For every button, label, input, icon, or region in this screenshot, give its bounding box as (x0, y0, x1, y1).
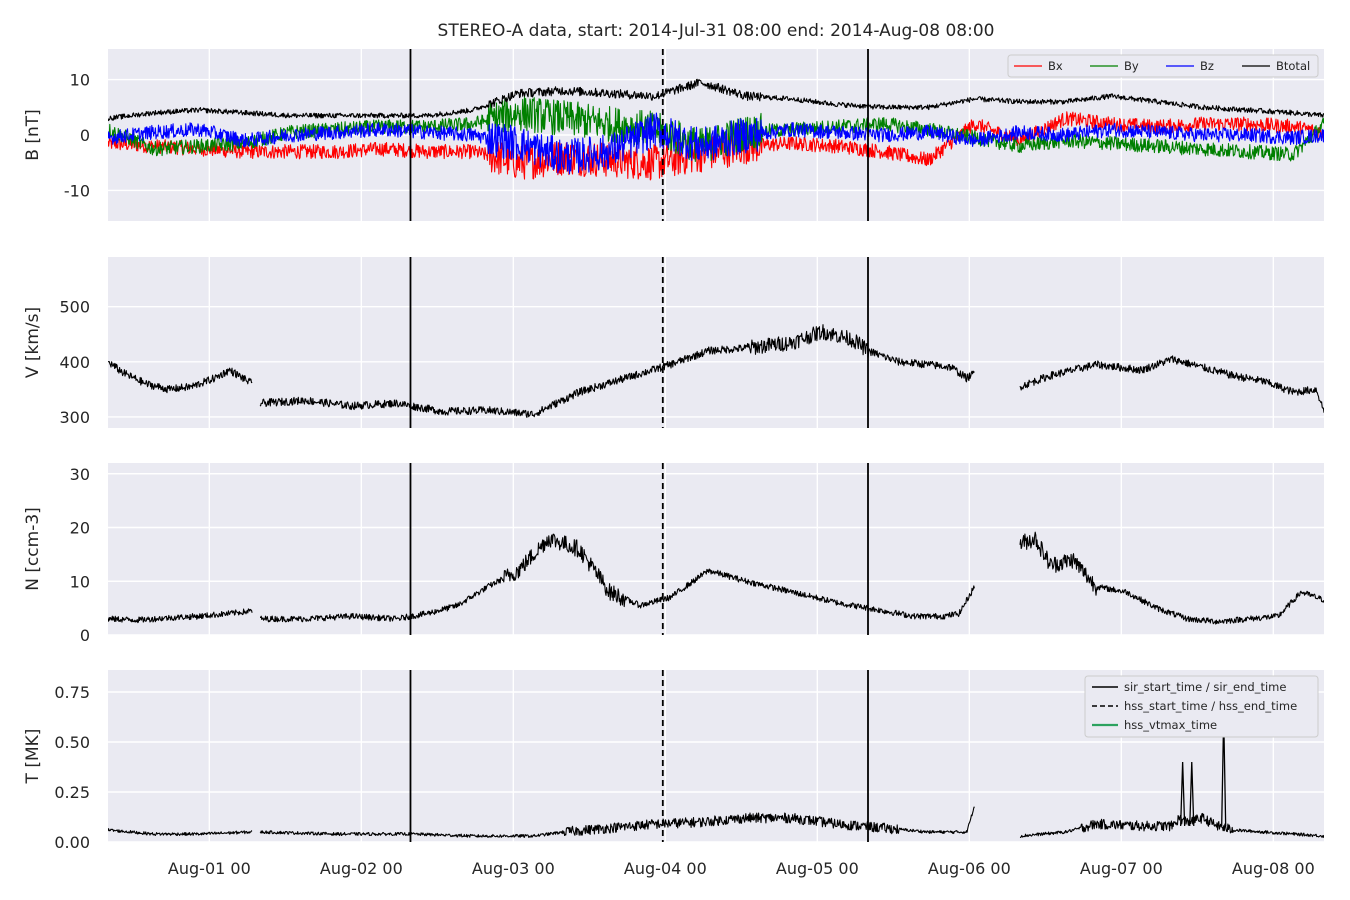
chart-title: STEREO-A data, start: 2014-Jul-31 08:00 … (438, 21, 995, 41)
panel-N: 0 10 20 30 N [ccm-3] (23, 463, 1324, 645)
legend-label: hss_start_time / hss_end_time (1124, 699, 1297, 713)
y-tick-label: -10 (64, 181, 90, 200)
legend-t: sir_start_time / sir_end_time hss_start_t… (1084, 675, 1319, 738)
y-tick-label: 0 (80, 126, 90, 145)
x-tick-label: Aug-02 00 (320, 859, 403, 878)
y-tick-label: 10 (70, 71, 90, 90)
y-axis-label: V [km/s] (23, 307, 43, 378)
legend-label: sir_start_time / sir_end_time (1124, 680, 1286, 694)
series-line-T (259, 806, 975, 838)
y-tick-label: 0.75 (54, 683, 90, 702)
y-tick-label: 300 (59, 408, 90, 427)
series-line-V (108, 360, 253, 394)
y-tick-label: 0.00 (54, 833, 90, 852)
series-line-V (259, 324, 975, 418)
x-tick-label: Aug-06 00 (928, 859, 1011, 878)
legend-label: Btotal (1276, 59, 1310, 73)
temperature-spike (1189, 761, 1195, 827)
series-line-N (260, 533, 975, 623)
x-tick-label: Aug-05 00 (776, 859, 859, 878)
y-axis-label: T [MK] (23, 729, 43, 785)
series-line-N (108, 608, 253, 624)
series-group (108, 324, 1324, 418)
y-tick-label: 500 (59, 298, 90, 317)
series-line-Bz (108, 112, 1324, 175)
y-tick-label: 0.25 (54, 783, 90, 802)
panel-V: 300 400 500 V [km/s] (23, 257, 1324, 428)
y-tick-label: 10 (70, 572, 90, 591)
series-group (108, 78, 1324, 181)
y-axis-label: N [ccm-3] (23, 507, 43, 591)
plot-background (108, 463, 1324, 635)
y-tick-label: 0.50 (54, 733, 90, 752)
legend-b: Bx By Bz Btotal (1007, 54, 1319, 78)
x-tick-label: Aug-08 00 (1232, 859, 1315, 878)
legend-box (1007, 54, 1319, 78)
series-line-V (1019, 355, 1324, 413)
legend-box (1084, 675, 1319, 738)
y-axis-label: B [nT] (23, 109, 43, 161)
series-line-T (1019, 812, 1324, 838)
x-tick-label: Aug-03 00 (472, 859, 555, 878)
x-tick-label: Aug-04 00 (624, 859, 707, 878)
series-line-Btotal (108, 78, 1324, 122)
x-tick-label: Aug-01 00 (168, 859, 251, 878)
legend-label: Bx (1048, 59, 1063, 73)
legend-label: hss_vtmax_time (1124, 718, 1217, 732)
y-tick-label: 20 (70, 519, 90, 538)
panels-group: -10 0 10 B [nT] 300 400 500 V [km/s] 0 10 20 30 N [c… (23, 49, 1324, 878)
y-tick-label: 30 (70, 465, 90, 484)
series-line-T (108, 828, 253, 836)
series-group (108, 531, 1324, 625)
legend-label: By (1124, 59, 1139, 73)
y-tick-label: 400 (59, 353, 90, 372)
temperature-spike (1179, 761, 1186, 827)
panel-B: -10 0 10 B [nT] (23, 49, 1324, 221)
series-line-N (1019, 531, 1324, 625)
legend-label: Bz (1200, 59, 1214, 73)
x-tick-label: Aug-07 00 (1080, 859, 1163, 878)
y-tick-label: 0 (80, 626, 90, 645)
